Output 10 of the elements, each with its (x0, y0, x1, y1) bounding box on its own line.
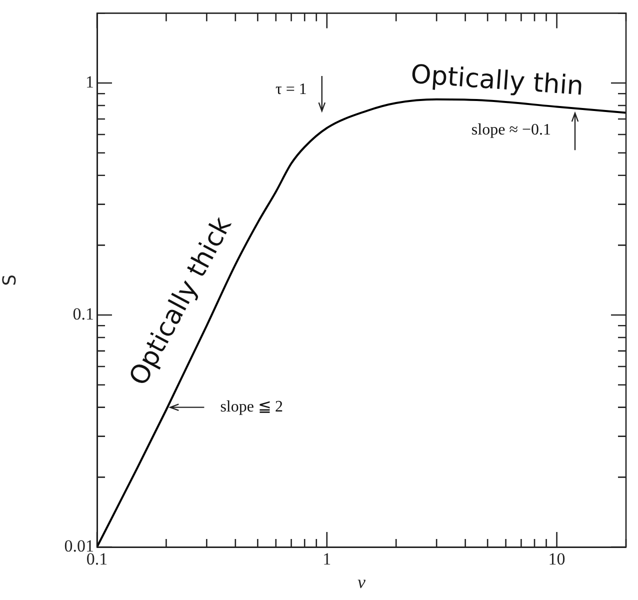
x-axis-title: ν (358, 572, 366, 592)
x-tick-label: 1 (322, 550, 332, 569)
y-axis-title: S (0, 274, 20, 286)
annotation: slope ≦ 2 (220, 398, 283, 416)
annotation: Optically thin (410, 60, 584, 102)
annotation: τ = 1 (275, 81, 307, 98)
annotation: slope ≈ −0.1 (471, 121, 551, 138)
x-tick-label: 10 (548, 550, 566, 569)
y-tick-label: 1 (86, 72, 94, 92)
y-tick-label: 0.1 (72, 304, 94, 324)
